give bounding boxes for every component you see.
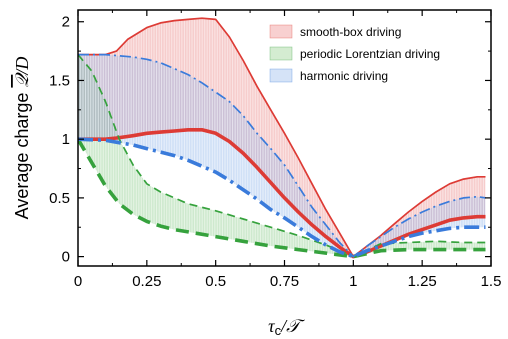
y-tick-label: 1 [62,131,70,148]
x-tick-label: 0.25 [132,273,161,290]
y-tick-label: 2 [62,14,70,31]
smooth-box-driving-upper-curve [78,17,486,258]
x-tick-label: 1.5 [481,273,502,290]
x-tick-label: 0 [74,273,82,290]
periodic-lorentzian-driving-band [78,54,486,257]
smooth-box-driving-legend-swatch [269,24,293,39]
y-tick-label: 1.5 [49,72,70,89]
plot-area [78,17,486,259]
y-axis-title: Average charge 𝒬/D [12,57,32,220]
x-tick-label: 1 [349,273,357,290]
legend: smooth-box driving periodic Lorentzian dr… [269,24,440,83]
x-tick-label: 0.5 [205,273,226,290]
axes: 0 0.25 0.5 0.75 1 1.25 1.5 0 0.5 1 1.5 2 [49,9,502,290]
periodic-lorentzian-driving-lower-curve [78,138,486,259]
harmonic-driving-upper-curve [78,53,486,258]
y-tick-label: 0.5 [49,190,70,207]
smooth-box-driving-hatching [78,18,485,257]
harmonic-driving-legend-swatch [269,68,293,83]
periodic-lorentzian-driving-upper-curve [78,54,486,258]
x-axis-title: τc/𝒯 [268,316,305,338]
smooth-box-driving-lower-curve [78,128,486,259]
x-tick-label: 0.75 [270,273,299,290]
periodic-lorentzian-driving-legend-swatch [269,46,293,61]
y-tick-label: 0 [62,249,70,266]
x-tick-label: 1.25 [408,273,437,290]
periodic-lorentzian-driving-legend-label: periodic Lorentzian driving [300,47,440,61]
harmonic-driving-band [78,54,486,257]
harmonic-driving-legend-label: harmonic driving [300,69,388,83]
smooth-box-driving-legend-label: smooth-box driving [300,25,401,39]
harmonic-driving-lower-curve [78,137,486,259]
